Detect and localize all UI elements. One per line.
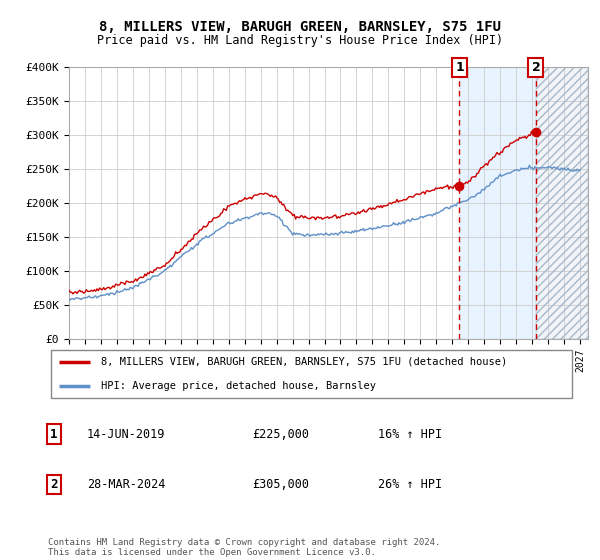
Bar	[536, 67, 588, 339]
Bar	[536, 67, 588, 339]
Text: 2: 2	[50, 478, 58, 491]
Text: 8, MILLERS VIEW, BARUGH GREEN, BARNSLEY, S75 1FU (detached house): 8, MILLERS VIEW, BARUGH GREEN, BARNSLEY,…	[101, 357, 507, 367]
Text: Price paid vs. HM Land Registry's House Price Index (HPI): Price paid vs. HM Land Registry's House …	[97, 34, 503, 46]
Text: HPI: Average price, detached house, Barnsley: HPI: Average price, detached house, Barn…	[101, 381, 376, 391]
FancyBboxPatch shape	[50, 350, 572, 398]
Text: £305,000: £305,000	[252, 478, 309, 491]
Text: 1: 1	[50, 427, 58, 441]
Text: 28-MAR-2024: 28-MAR-2024	[87, 478, 166, 491]
Text: Contains HM Land Registry data © Crown copyright and database right 2024.
This d: Contains HM Land Registry data © Crown c…	[48, 538, 440, 557]
Text: £225,000: £225,000	[252, 427, 309, 441]
Bar	[460, 67, 536, 339]
Text: 16% ↑ HPI: 16% ↑ HPI	[378, 427, 442, 441]
Text: 26% ↑ HPI: 26% ↑ HPI	[378, 478, 442, 491]
Text: 8, MILLERS VIEW, BARUGH GREEN, BARNSLEY, S75 1FU: 8, MILLERS VIEW, BARUGH GREEN, BARNSLEY,…	[99, 20, 501, 34]
Text: 1: 1	[455, 60, 464, 74]
Text: 2: 2	[532, 60, 541, 74]
Text: 14-JUN-2019: 14-JUN-2019	[87, 427, 166, 441]
